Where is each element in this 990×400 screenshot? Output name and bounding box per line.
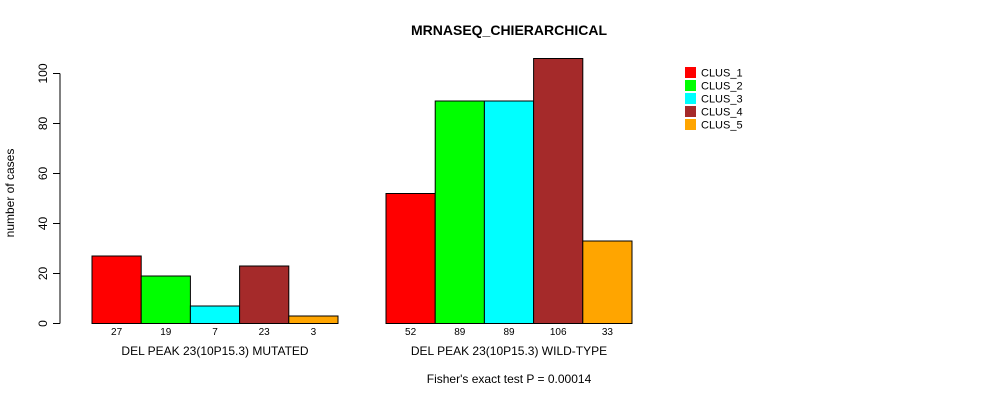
legend-swatch [685, 93, 696, 104]
bar-clus-1 [385, 193, 436, 324]
legend-label: CLUS_4 [701, 107, 743, 119]
category-label: DEL PEAK 23(10P15.3) MUTATED [121, 344, 309, 358]
legend-label: CLUS_5 [701, 120, 743, 132]
y-tick-label: 60 [36, 167, 50, 181]
bar-value-label: 106 [550, 327, 567, 338]
bar-clus-3 [483, 100, 535, 324]
y-axis: 0 20 40 60 80 100 [36, 63, 61, 327]
bar-value-label: 3 [311, 327, 317, 338]
bar-clus-2 [140, 275, 191, 324]
y-axis-label: number of cases [3, 149, 17, 238]
legend-swatch [685, 106, 696, 117]
bar-clus-4 [533, 58, 584, 324]
chart-title: MRNASEQ_CHIERARCHICAL [411, 22, 607, 38]
fisher-test-annotation: Fisher's exact test P = 0.00014 [427, 372, 592, 386]
bar-value-label: 33 [602, 327, 614, 338]
bar-clus-1 [91, 255, 142, 324]
bar-value-label: 19 [160, 327, 172, 338]
y-tick-label: 40 [36, 217, 50, 231]
y-tick-label: 100 [36, 63, 50, 83]
bar-clus-3 [189, 305, 241, 324]
bar-value-label: 7 [212, 327, 218, 338]
bar-clus-2 [434, 100, 485, 324]
bar-clus-4 [239, 265, 290, 324]
legend-swatch [685, 67, 696, 78]
bar-value-label: 23 [259, 327, 271, 338]
bar-clus-5 [582, 240, 633, 324]
bar-value-label: 89 [503, 327, 515, 338]
legend-swatch [685, 119, 696, 130]
bar-value-label: 52 [405, 327, 417, 338]
bar-value-label: 89 [454, 327, 466, 338]
bar-value-labels: 27 19 7 23 3 52 89 89 106 33 [111, 327, 613, 338]
legend-swatch [685, 80, 696, 91]
y-tick-label: 20 [36, 267, 50, 281]
bar-value-label: 27 [111, 327, 123, 338]
legend-label: CLUS_3 [701, 94, 743, 106]
y-tick-label: 80 [36, 117, 50, 131]
category-labels: DEL PEAK 23(10P15.3) MUTATED DEL PEAK 23(… [121, 344, 607, 358]
category-label: DEL PEAK 23(10P15.3) WILD-TYPE [411, 344, 607, 358]
legend-label: CLUS_2 [701, 81, 743, 93]
bars [91, 58, 633, 324]
legend-label: CLUS_1 [701, 68, 743, 80]
y-tick-label: 0 [36, 320, 50, 327]
bar-clus-5 [288, 315, 339, 324]
